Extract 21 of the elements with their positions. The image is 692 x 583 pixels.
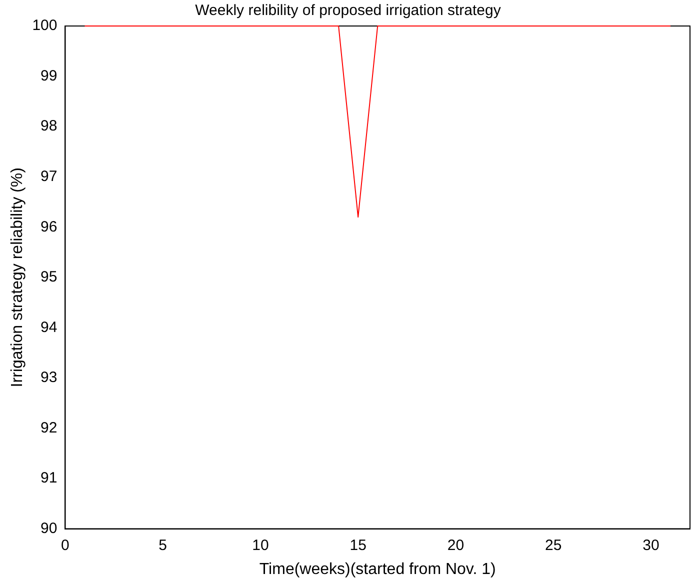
y-tick-label: 90 xyxy=(40,520,58,537)
y-tick-label: 93 xyxy=(40,369,58,386)
y-tick-label: 94 xyxy=(40,318,58,336)
y-tick-label: 98 xyxy=(40,118,58,135)
x-tick-label: 25 xyxy=(544,536,562,554)
x-tick-label: 30 xyxy=(642,536,660,554)
x-tick-label: 5 xyxy=(158,536,168,554)
y-tick-label: 92 xyxy=(40,419,58,436)
x-axis-title: Time(weeks)(started from Nov. 1) xyxy=(259,560,496,578)
y-axis-title: Irrigation strategy reliability (%) xyxy=(9,168,26,388)
y-tick-label: 91 xyxy=(40,470,58,487)
chart-title: Weekly relibility of proposed irrigation strategy xyxy=(195,2,502,20)
x-tick-label: 20 xyxy=(447,536,464,554)
x-tick-label: 0 xyxy=(61,536,70,554)
y-tick-label: 99 xyxy=(40,67,58,84)
x-tick-label: 15 xyxy=(350,536,366,554)
y-tick-label: 96 xyxy=(40,218,58,236)
y-tick-label: 100 xyxy=(32,17,58,34)
y-tick-label: 95 xyxy=(40,268,58,286)
x-tick-label: 10 xyxy=(252,536,269,554)
y-tick-label: 97 xyxy=(40,168,58,185)
